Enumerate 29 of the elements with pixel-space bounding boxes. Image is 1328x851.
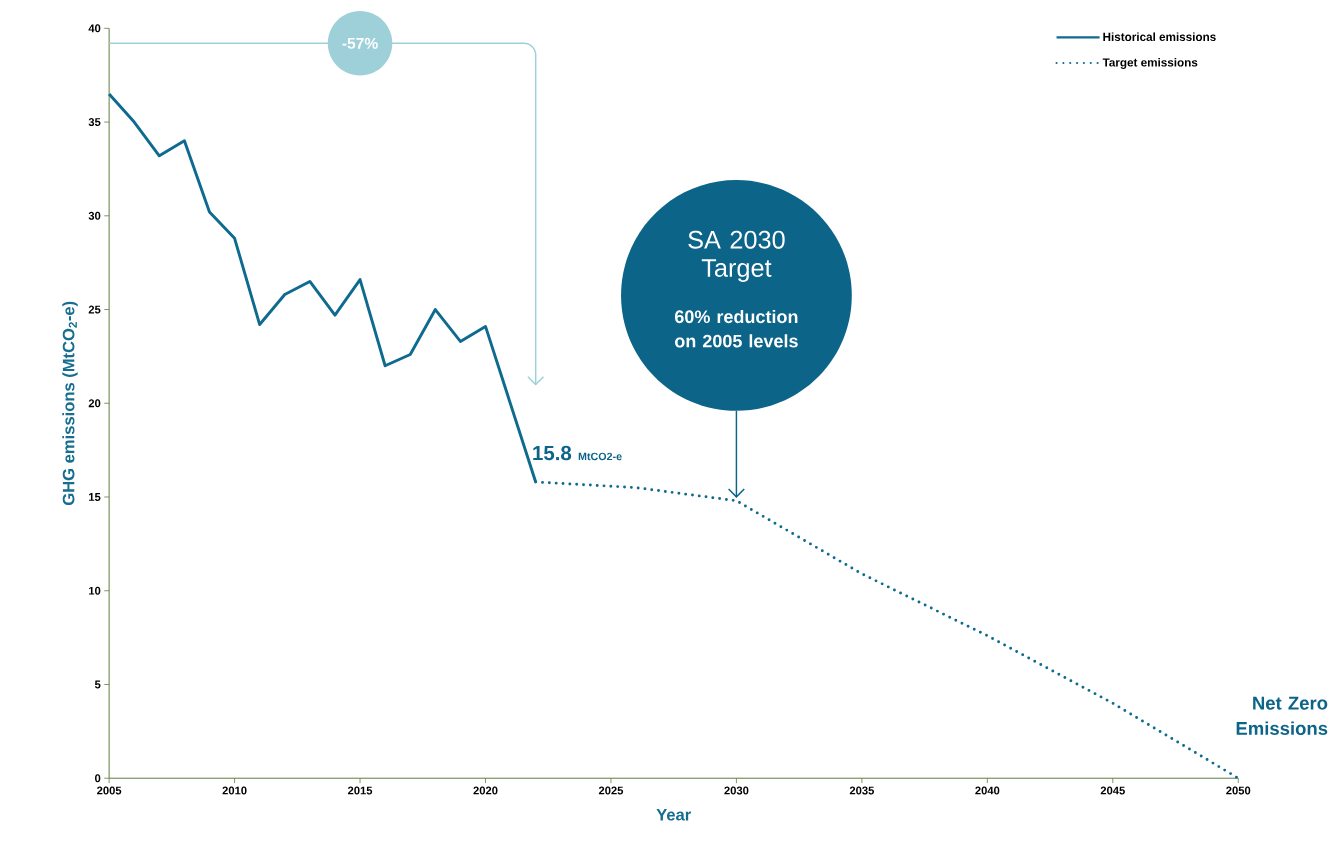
x-tick-label: 2050 [1226, 786, 1251, 795]
x-tick-label: 2005 [97, 786, 122, 795]
annotation: MtCO2-e [578, 452, 622, 461]
y-tick-label: 30 [88, 212, 101, 220]
y-tick-label: 35 [88, 118, 101, 127]
annotation: 60% reduction on 2005 levels [674, 310, 798, 348]
x-tick-label: 2035 [849, 786, 875, 795]
annotation: Net Zero Emissions [1236, 696, 1328, 736]
x-tick-label: 2015 [347, 786, 373, 795]
legend-label: Historical emissions [1103, 32, 1216, 42]
x-tick-label: 2010 [222, 786, 247, 795]
x-tick-label: 2030 [724, 786, 749, 795]
x-tick-label: 2025 [598, 786, 624, 795]
annotation: -57% [342, 38, 378, 50]
legend-label: Target emissions [1102, 58, 1198, 70]
y-tick-label: 5 [94, 680, 101, 689]
y-tick-label: 15 [89, 493, 101, 502]
y-tick-label: 20 [88, 399, 101, 408]
y-axis-title: GHG emissions (MtCO$_{2}$-e) [62, 301, 78, 506]
x-tick-label: 2040 [975, 786, 1000, 795]
x-axis-title: Year [656, 809, 691, 821]
y-tick-label: 25 [88, 305, 101, 314]
annotation: 15.8 [533, 446, 572, 461]
x-tick-label: 2020 [473, 786, 498, 795]
y-tick-label: 0 [95, 774, 101, 783]
x-tick-label: 2045 [1100, 786, 1125, 795]
y-tick-label: 10 [89, 587, 101, 595]
y-tick-label: 40 [88, 24, 101, 33]
annotation: SA 2030 Target [688, 230, 785, 283]
